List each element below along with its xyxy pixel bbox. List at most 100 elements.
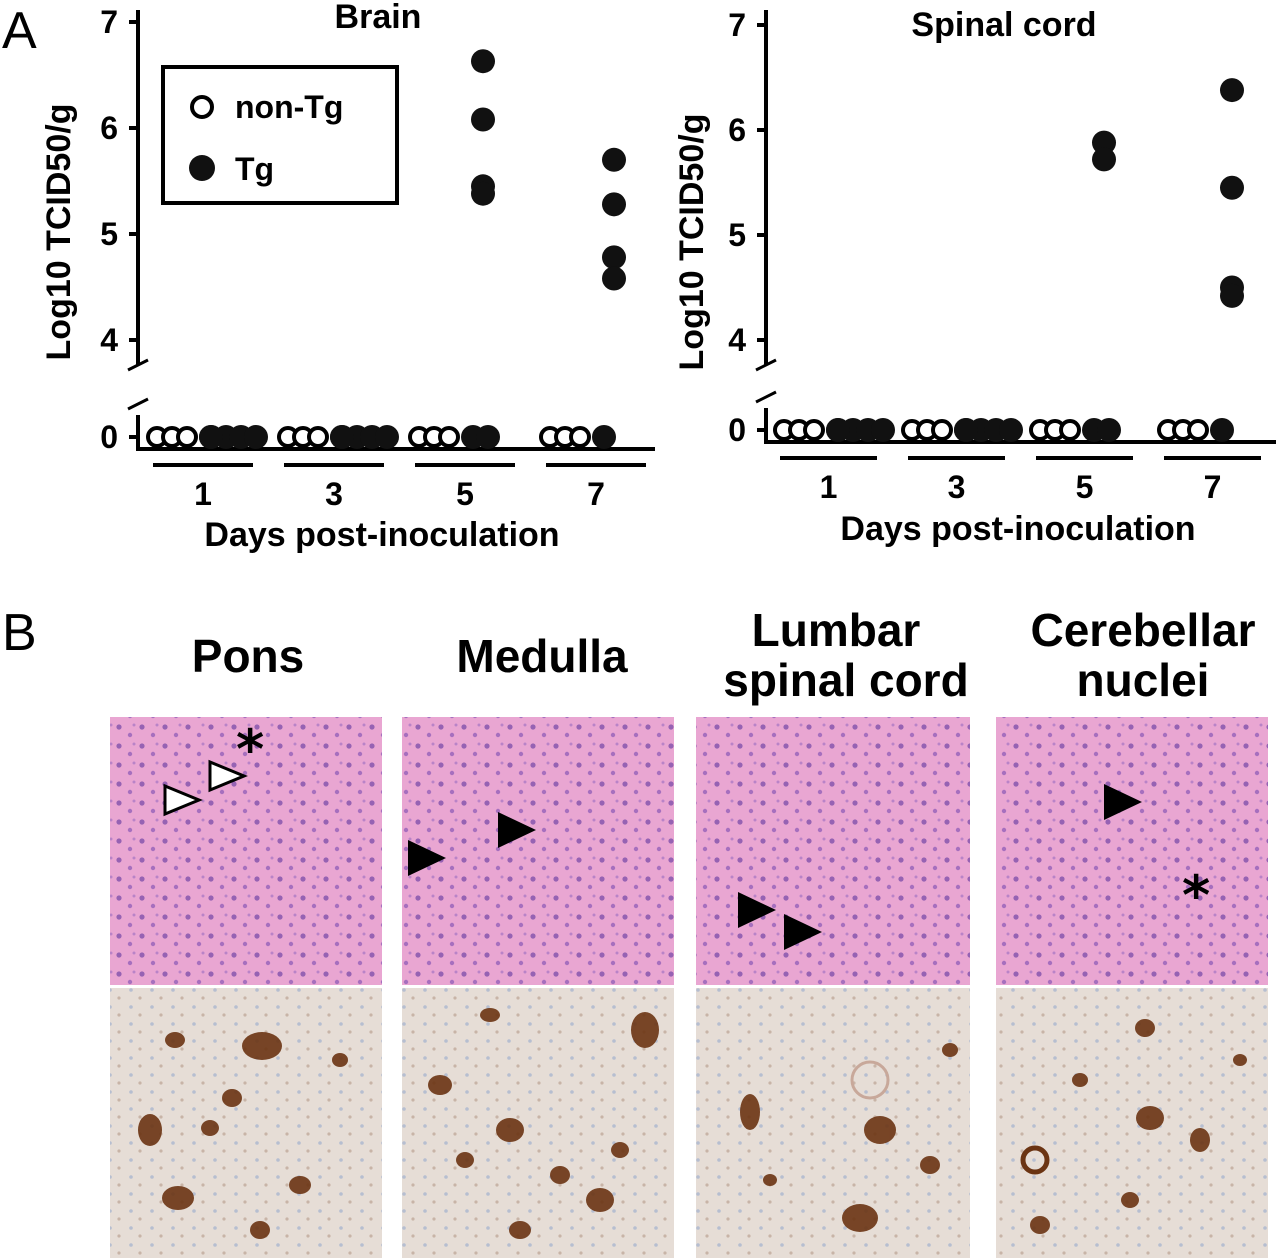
y-axis-label: Log10 TCID50/g <box>673 114 711 371</box>
asterisk-marker: * <box>1182 864 1210 927</box>
open-arrowhead-markers <box>163 759 248 817</box>
axis-break-mark <box>755 390 777 404</box>
y-tick-label: 7 <box>100 4 118 40</box>
data-point-tg <box>954 418 978 442</box>
y-tick-label: 5 <box>728 217 746 253</box>
data-point-tg <box>1210 418 1234 442</box>
x-tick-label: 3 <box>325 476 343 512</box>
axis-break-mark <box>755 358 777 372</box>
data-point-tg <box>592 425 616 449</box>
data-point-tg <box>244 425 268 449</box>
region-header-cerebellar-nuclei: Cerebellar nuclei <box>1030 604 1255 706</box>
data-point-tg <box>602 245 626 270</box>
y-tick-label: 7 <box>728 7 746 43</box>
region-label-line: Medulla <box>456 630 628 682</box>
y-tick-label: 6 <box>100 110 118 146</box>
data-point-tg <box>999 418 1023 442</box>
data-point-non-tg <box>307 426 329 448</box>
region-header-medulla: Medulla <box>456 630 628 682</box>
ihc-micrograph-cerebellar-nuclei <box>996 988 1268 1258</box>
data-point-tg <box>602 192 626 217</box>
x-axis-label: Days post-inoculation <box>204 516 559 554</box>
data-point-non-tg <box>438 426 460 448</box>
region-header-pons: Pons <box>192 630 304 682</box>
y-tick-label: 6 <box>728 112 746 148</box>
data-point-tg <box>1220 283 1244 308</box>
data-point-tg <box>471 107 495 132</box>
x-tick-label: 1 <box>194 476 212 512</box>
data-point-tg <box>375 425 399 449</box>
y-tick-label: 0 <box>728 412 746 448</box>
spinal-cord-chart: Spinal cord 0 4 5 6 7 Log10 TCID50/g Days post-… <box>673 6 1276 548</box>
data-point-tg <box>602 147 626 172</box>
he-micrograph-medulla <box>402 717 674 985</box>
data-point-tg <box>1220 78 1244 103</box>
region-label-line: nuclei <box>1077 654 1210 706</box>
y-axis-label: Log10 TCID50/g <box>40 104 78 361</box>
chart-legend: non-Tg Tg <box>161 65 399 205</box>
x-tick-label: 7 <box>587 476 605 512</box>
asterisk-marker: * <box>236 718 264 781</box>
data-point-non-tg <box>176 426 198 448</box>
he-micrograph-lumbar-spinal-cord <box>696 717 970 985</box>
y-tick-label: 0 <box>100 419 118 455</box>
y-tick-label: 4 <box>100 322 118 358</box>
data-point-tg <box>330 425 354 449</box>
x-tick-label: 1 <box>820 469 838 505</box>
data-point-tg <box>602 266 626 291</box>
panel-a-letter: A <box>2 2 37 60</box>
legend-box <box>161 65 399 205</box>
open-arrowhead <box>163 783 203 817</box>
data-point-tg <box>826 418 850 442</box>
brain-chart: Brain 0 4 5 6 7 Log10 TCID50/g Days post-inocul… <box>40 0 655 554</box>
data-point-tg <box>471 49 495 74</box>
filled-arrowhead <box>784 914 822 950</box>
region-header-lumbar-spinal-cord: Lumbar spinal cord <box>723 604 968 706</box>
filled-arrowhead-markers <box>408 784 1142 950</box>
data-point-non-tg <box>569 426 591 448</box>
chart-title: Brain <box>335 0 422 36</box>
ihc-micrograph-pons <box>110 988 382 1258</box>
data-point-tg <box>471 181 495 206</box>
axis-break-mark <box>127 358 149 372</box>
filled-arrowhead <box>408 840 446 876</box>
data-point-non-tg <box>931 419 953 441</box>
legend-marker-non-tg <box>190 95 214 119</box>
he-micrograph-cerebellar-nuclei <box>996 717 1268 985</box>
legend-label: Tg <box>235 151 274 187</box>
data-point-tg <box>871 418 895 442</box>
filled-arrowhead <box>1104 784 1142 820</box>
data-point-non-tg <box>1059 419 1081 441</box>
filled-arrowhead <box>498 812 536 848</box>
panel-b-letter: B <box>2 604 37 662</box>
filled-arrowhead <box>738 892 776 928</box>
region-label-line: Pons <box>192 630 304 682</box>
legend-marker-tg <box>189 155 215 181</box>
open-arrowhead <box>208 759 248 793</box>
ihc-micrograph-medulla <box>402 988 674 1258</box>
y-tick-label: 5 <box>100 216 118 252</box>
x-tick-label: 5 <box>1076 469 1094 505</box>
legend-label: non-Tg <box>235 89 343 125</box>
x-tick-label: 5 <box>456 476 474 512</box>
data-point-tg <box>1092 147 1116 172</box>
he-micrograph-pons <box>110 717 382 985</box>
data-point-non-tg <box>803 419 825 441</box>
chart-title: Spinal cord <box>911 6 1096 44</box>
region-label-line: Lumbar <box>752 604 921 656</box>
region-label-line: spinal cord <box>723 654 968 706</box>
data-point-tg <box>1220 175 1244 200</box>
data-point-tg <box>1097 418 1121 442</box>
data-point-tg <box>199 425 223 449</box>
x-axis-label: Days post-inoculation <box>840 510 1195 548</box>
data-point-tg <box>1092 130 1116 155</box>
x-tick-label: 7 <box>1204 469 1222 505</box>
x-tick-label: 3 <box>948 469 966 505</box>
axis-break-mark <box>127 397 149 411</box>
y-tick-label: 4 <box>728 322 746 358</box>
data-point-tg <box>476 425 500 449</box>
ihc-micrograph-lumbar-spinal-cord <box>696 988 970 1258</box>
region-label-line: Cerebellar <box>1030 604 1255 656</box>
data-point-non-tg <box>1187 419 1209 441</box>
